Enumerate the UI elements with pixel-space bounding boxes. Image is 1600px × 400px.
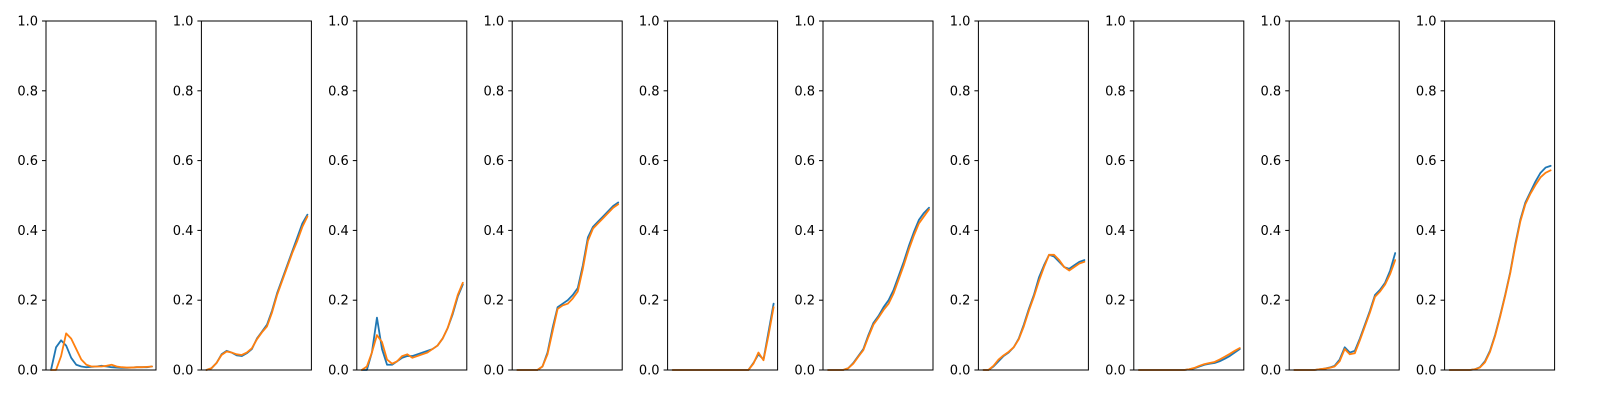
- y-tick-label: 0.2: [484, 294, 505, 309]
- series-line-2: [50, 332, 153, 371]
- y-tick-label: 0.2: [1261, 294, 1282, 309]
- y-tick-label: 0.0: [17, 364, 38, 379]
- series-line-1: [1293, 252, 1397, 371]
- y-tick-label: 0.8: [794, 84, 815, 99]
- y-tick-label: 0.8: [1105, 84, 1126, 99]
- y-tick-label: 0.0: [484, 364, 505, 379]
- y-tick-label: 0.0: [1105, 364, 1126, 379]
- y-tick-label: 1.0: [639, 15, 660, 30]
- y-tick-label: 0.2: [950, 294, 971, 309]
- series-line-1: [1137, 348, 1241, 371]
- y-tick-label: 1.0: [484, 15, 505, 30]
- y-tick-label: 0.6: [328, 154, 349, 169]
- y-tick-label: 0.4: [950, 224, 971, 239]
- axes-frame: [1133, 20, 1245, 371]
- y-tick-label: 0.2: [794, 294, 815, 309]
- y-tick-label: 0.6: [1105, 154, 1126, 169]
- y-tick-label: 0.4: [1261, 224, 1282, 239]
- y-tick-label: 1.0: [328, 15, 349, 30]
- y-tick-label: 0.2: [639, 294, 660, 309]
- series-line-1: [205, 213, 309, 371]
- subplot-8: 0.0 0.2 0.4 0.6 0.8 1.0: [1105, 15, 1245, 379]
- subplot-6: 0.0 0.2 0.4 0.6 0.8 1.0: [794, 15, 934, 379]
- y-tick-label: 0.8: [17, 84, 38, 99]
- y-tick-label: 0.8: [328, 84, 349, 99]
- y-tick-label: 0.6: [173, 154, 194, 169]
- y-tick-label: 0.4: [173, 224, 194, 239]
- axes-frame: [977, 20, 1089, 371]
- series-line-2: [671, 306, 775, 371]
- subplot-5: 0.0 0.2 0.4 0.6 0.8 1.0: [639, 15, 779, 379]
- y-tick-label: 0.6: [950, 154, 971, 169]
- y-tick-label: 0.2: [1105, 294, 1126, 309]
- y-tick-label: 0.6: [794, 154, 815, 169]
- subplot-4: 0.0 0.2 0.4 0.6 0.8 1.0: [484, 15, 623, 379]
- series-line-2: [982, 253, 1086, 371]
- series-line-1: [1448, 164, 1552, 371]
- y-tick-label: 1.0: [173, 15, 194, 30]
- y-tick-label: 1.0: [794, 15, 815, 30]
- y-tick-label: 0.8: [1416, 84, 1437, 99]
- y-tick-label: 0.2: [1416, 294, 1437, 309]
- y-tick-label: 0.0: [328, 364, 349, 379]
- y-tick-label: 0.0: [794, 364, 815, 379]
- y-tick-label: 1.0: [17, 15, 38, 30]
- y-tick-label: 0.8: [639, 84, 660, 99]
- y-tick-label: 0.0: [1261, 364, 1282, 379]
- y-tick-label: 0.4: [484, 224, 505, 239]
- y-tick-label: 0.8: [484, 84, 505, 99]
- y-tick-label: 0.4: [794, 224, 815, 239]
- y-tick-label: 1.0: [1105, 15, 1126, 30]
- y-tick-label: 0.0: [173, 364, 194, 379]
- axes-frame: [1444, 20, 1556, 371]
- y-tick-label: 0.4: [17, 224, 38, 239]
- series-line-1: [50, 339, 153, 371]
- series-line-2: [1448, 169, 1552, 371]
- y-tick-label: 0.8: [173, 84, 194, 99]
- series-line-2: [360, 281, 464, 371]
- subplot-9: 0.0 0.2 0.4 0.6 0.8 1.0: [1261, 15, 1400, 379]
- y-tick-label: 0.0: [639, 364, 660, 379]
- series-line-2: [205, 215, 309, 371]
- y-tick-label: 0.6: [484, 154, 505, 169]
- series-line-2: [827, 208, 930, 371]
- series-line-1: [827, 206, 930, 371]
- y-tick-label: 0.4: [1105, 224, 1126, 239]
- subplot-3: 0.0 0.2 0.4 0.6 0.8 1.0: [328, 15, 468, 379]
- series-line-1: [516, 201, 620, 371]
- axes-frame: [356, 20, 468, 371]
- axes-frame: [822, 20, 934, 371]
- axes-frame: [45, 20, 157, 371]
- y-tick-label: 0.2: [173, 294, 194, 309]
- subplot-2: 0.0 0.2 0.4 0.6 0.8 1.0: [173, 15, 312, 379]
- y-tick-label: 1.0: [950, 15, 971, 30]
- axes-frame: [511, 20, 623, 371]
- subplot-1: 0.0 0.2 0.4 0.6 0.8 1.0: [17, 15, 157, 379]
- y-tick-label: 0.6: [1261, 154, 1282, 169]
- axes-frame: [200, 20, 312, 371]
- y-tick-label: 0.8: [1261, 84, 1282, 99]
- y-tick-label: 0.4: [1416, 224, 1437, 239]
- subplot-7: 0.0 0.2 0.4 0.6 0.8 1.0: [950, 15, 1089, 379]
- axes-frame: [1288, 20, 1400, 371]
- y-tick-label: 0.0: [950, 364, 971, 379]
- series-line-1: [982, 253, 1086, 371]
- y-tick-label: 0.4: [328, 224, 349, 239]
- y-tick-label: 0.6: [1416, 154, 1437, 169]
- y-tick-label: 0.4: [639, 224, 660, 239]
- y-tick-label: 0.6: [639, 154, 660, 169]
- subplot-10: 0.0 0.2 0.4 0.6 0.8 1.0: [1416, 15, 1556, 379]
- y-tick-label: 0.8: [950, 84, 971, 99]
- series-line-2: [516, 203, 620, 371]
- y-tick-label: 1.0: [1261, 15, 1282, 30]
- series-line-2: [1293, 259, 1397, 371]
- series-line-1: [671, 302, 775, 371]
- y-tick-label: 0.2: [328, 294, 349, 309]
- y-tick-label: 0.2: [17, 294, 38, 309]
- axes-frame: [667, 20, 779, 371]
- y-tick-label: 0.6: [17, 154, 38, 169]
- y-tick-label: 0.0: [1416, 364, 1437, 379]
- y-tick-label: 1.0: [1416, 15, 1437, 30]
